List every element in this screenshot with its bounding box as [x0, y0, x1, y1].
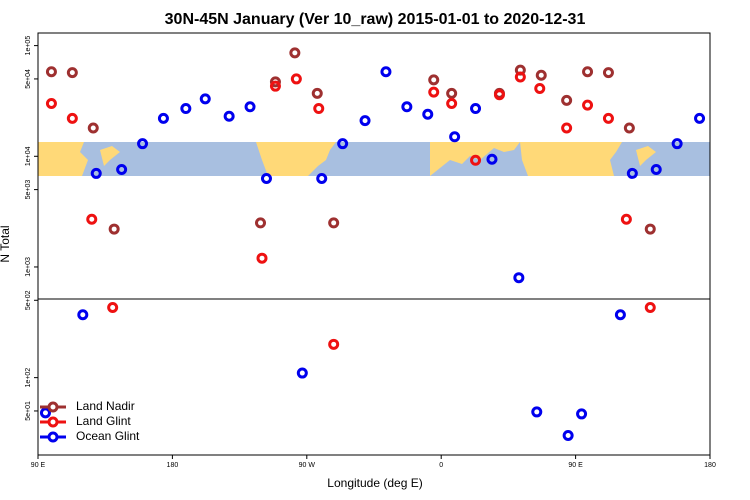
point: [116, 163, 128, 175]
point: [255, 217, 267, 229]
point: [290, 73, 302, 85]
y-tick-label: 5e+01: [25, 401, 32, 421]
point: [289, 47, 301, 59]
point: [137, 138, 149, 150]
point: [562, 430, 574, 442]
point: [470, 154, 482, 166]
y-tick-label: 1e+03: [25, 257, 32, 277]
point: [493, 89, 505, 101]
point: [626, 167, 638, 179]
point: [269, 80, 281, 92]
point: [534, 82, 546, 94]
y-tick-label: 1e+02: [25, 368, 32, 388]
point: [514, 71, 526, 83]
point: [486, 153, 498, 165]
point: [108, 223, 120, 235]
y-tick-label: 1e+05: [25, 36, 32, 56]
chart-title: 30N-45N January (Ver 10_raw) 2015-01-01 …: [165, 11, 586, 28]
legend-label: Ocean Glint: [76, 429, 140, 443]
plot-frame: [37, 32, 711, 456]
point: [66, 112, 78, 124]
point: [470, 103, 482, 115]
x-tick-label: 180: [704, 462, 716, 469]
x-tick-label: 90 E: [568, 462, 583, 469]
y-tick-label: 5e+02: [25, 290, 32, 310]
legend-label: Land Nadir: [76, 399, 135, 413]
y-tick-label: 1e+04: [25, 146, 32, 166]
point: [45, 97, 57, 109]
point: [296, 367, 308, 379]
point: [199, 93, 211, 105]
point: [311, 87, 323, 99]
point: [535, 69, 547, 81]
map-strip: [38, 142, 710, 176]
point: [86, 213, 98, 225]
point: [620, 213, 632, 225]
point: [45, 66, 57, 78]
point: [313, 103, 325, 115]
point: [602, 67, 614, 79]
point: [223, 110, 235, 122]
point: [107, 302, 119, 314]
point: [422, 108, 434, 120]
point: [380, 66, 392, 78]
point: [644, 223, 656, 235]
point: [328, 338, 340, 350]
x-axis-label: Longitude (deg E): [327, 476, 422, 490]
legend-marker: [47, 401, 59, 413]
point: [87, 122, 99, 134]
point: [582, 66, 594, 78]
x-tick-label: 180: [167, 462, 179, 469]
point: [449, 131, 461, 143]
x-tick-label: 0: [439, 462, 443, 469]
point: [66, 67, 78, 79]
legend-label: Land Glint: [76, 414, 131, 428]
point: [428, 74, 440, 86]
legend-marker: [47, 416, 59, 428]
point: [602, 112, 614, 124]
point: [316, 172, 328, 184]
point: [614, 309, 626, 321]
point: [180, 103, 192, 115]
point: [269, 76, 281, 88]
point: [650, 163, 662, 175]
point: [260, 172, 272, 184]
x-tick-label: 90 E: [31, 462, 46, 469]
point: [244, 101, 256, 113]
point: [513, 272, 525, 284]
point: [328, 217, 340, 229]
point: [77, 309, 89, 321]
point: [644, 302, 656, 314]
y-tick-label: 5e+04: [25, 69, 32, 89]
point: [561, 94, 573, 106]
point: [39, 407, 51, 419]
point: [90, 167, 102, 179]
legend-marker: [47, 431, 59, 443]
point: [337, 138, 349, 150]
x-tick-label: 90 W: [299, 462, 316, 469]
point: [401, 101, 413, 113]
y-tick-label: 5e+03: [25, 180, 32, 200]
point: [623, 122, 635, 134]
point: [446, 97, 458, 109]
point: [561, 122, 573, 134]
point: [531, 406, 543, 418]
point: [582, 99, 594, 111]
point: [694, 112, 706, 124]
point: [446, 87, 458, 99]
point: [576, 408, 588, 420]
point: [256, 252, 268, 264]
y-axis-label: N Total: [0, 225, 12, 262]
point: [428, 86, 440, 98]
point: [157, 112, 169, 124]
point: [359, 115, 371, 127]
point: [671, 138, 683, 150]
